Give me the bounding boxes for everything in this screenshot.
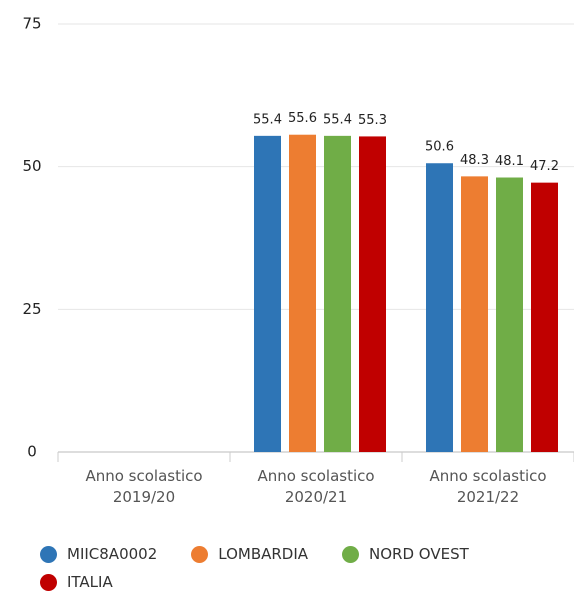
legend-label: LOMBARDIA <box>218 545 309 563</box>
bar <box>359 136 386 452</box>
x-tick-label: Anno scolastico 2019/20 <box>85 467 203 506</box>
data-label: 48.3 <box>460 153 489 168</box>
legend-item: NORD OVEST <box>342 540 469 568</box>
bar <box>324 135 351 453</box>
data-label: 55.6 <box>288 111 317 126</box>
data-label: 55.4 <box>253 112 282 127</box>
bar <box>531 182 558 453</box>
bar <box>461 176 488 453</box>
data-label: 48.1 <box>495 154 524 169</box>
legend-swatch <box>342 545 360 563</box>
legend-item: LOMBARDIA <box>191 540 308 568</box>
legend-label: MIIC8A0002 <box>67 545 158 563</box>
y-tick-label: 75 <box>22 15 41 33</box>
data-label: 55.4 <box>323 112 352 127</box>
bar <box>496 177 523 452</box>
y-tick-label: 50 <box>22 157 41 175</box>
legend: MIIC8A0002 LOMBARDIA NORD OVEST ITALIA <box>40 540 570 592</box>
legend-item: ITALIA <box>40 568 113 592</box>
x-tick-label: Anno scolastico 2021/22 <box>429 467 547 506</box>
legend-swatch <box>40 573 57 591</box>
bar <box>289 134 316 452</box>
legend-swatch <box>191 545 209 563</box>
bar <box>254 135 281 453</box>
data-label: 55.3 <box>358 113 387 128</box>
x-tick-label: Anno scolastico 2020/21 <box>257 467 375 506</box>
data-label: 47.2 <box>530 159 559 174</box>
y-tick-label: 0 <box>27 443 37 461</box>
legend-swatch <box>40 545 57 563</box>
legend-item: MIIC8A0002 <box>40 540 157 568</box>
bar <box>426 163 453 452</box>
y-tick-label: 25 <box>22 300 41 318</box>
legend-label: ITALIA <box>67 573 113 591</box>
legend-label: NORD OVEST <box>369 545 469 563</box>
data-label: 50.6 <box>425 140 454 155</box>
